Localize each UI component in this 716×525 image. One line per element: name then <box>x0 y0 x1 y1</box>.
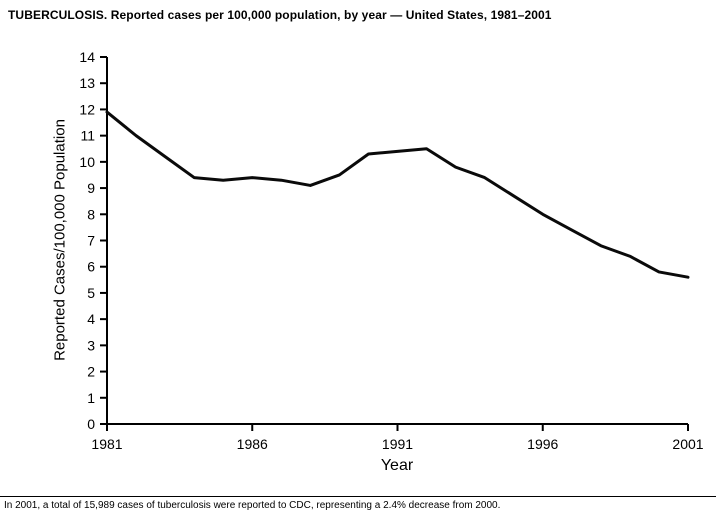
y-tick-label: 3 <box>87 337 95 353</box>
y-tick-label: 4 <box>87 311 95 327</box>
x-tick-label: 1991 <box>382 436 413 452</box>
y-tick-label: 5 <box>87 285 95 301</box>
y-tick-label: 12 <box>79 101 95 117</box>
y-tick-label: 6 <box>87 259 95 275</box>
footnote: In 2001, a total of 15,989 cases of tube… <box>0 496 716 511</box>
x-axis-label: Year <box>380 457 414 474</box>
y-tick-label: 8 <box>87 206 95 222</box>
y-tick-label: 10 <box>79 154 95 170</box>
x-tick-label: 2001 <box>672 436 703 452</box>
y-tick-label: 14 <box>79 49 95 65</box>
x-tick-label: 1986 <box>237 436 268 452</box>
data-line <box>105 110 690 279</box>
y-tick-label: 1 <box>87 390 95 406</box>
y-tick-label: 7 <box>87 233 95 249</box>
x-tick-label: 1981 <box>91 436 122 452</box>
y-tick-label: 11 <box>80 128 95 144</box>
y-tick-label: 13 <box>79 75 95 91</box>
y-tick-label: 9 <box>87 180 95 196</box>
y-tick-label: 2 <box>87 364 95 380</box>
y-tick-label: 0 <box>87 416 95 432</box>
chart-title: TUBERCULOSIS. Reported cases per 100,000… <box>8 8 552 22</box>
x-tick-label: 1996 <box>527 436 558 452</box>
